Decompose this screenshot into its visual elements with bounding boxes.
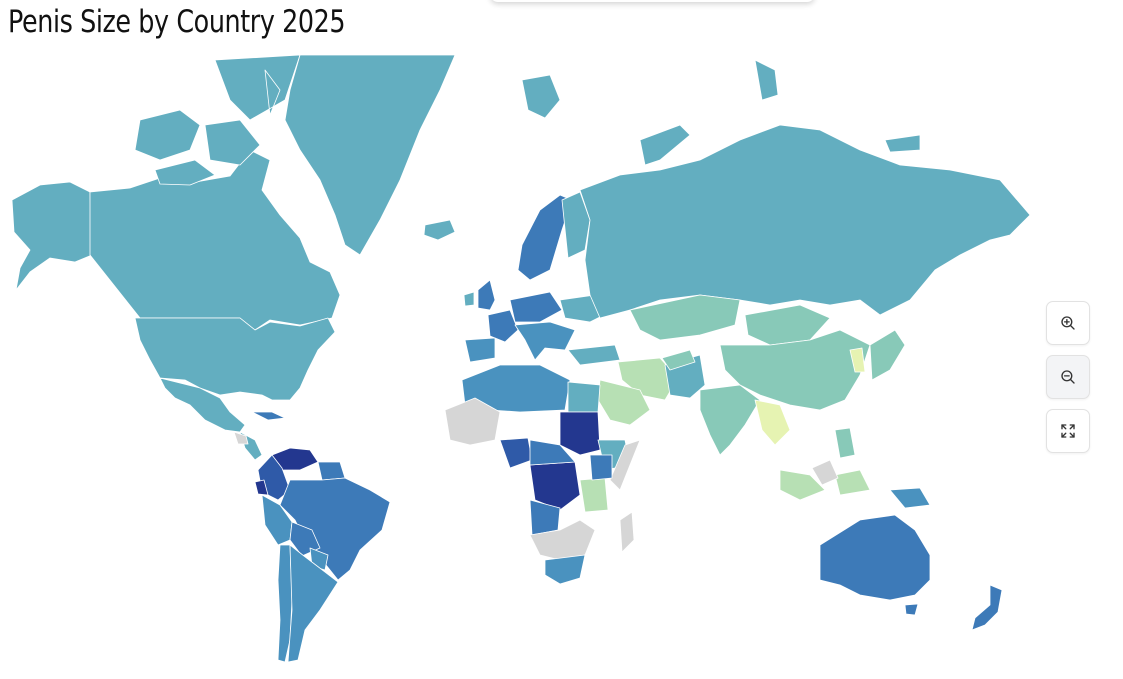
country-malaysia-indonesia[interactable] [779, 469, 871, 501]
country-tanzania[interactable] [579, 477, 609, 513]
country-png[interactable] [889, 487, 931, 509]
country-iran[interactable] [617, 357, 679, 401]
country-iceland[interactable] [423, 219, 456, 241]
country-somalia[interactable] [609, 439, 641, 491]
expand-icon [1061, 424, 1075, 438]
country-korea[interactable] [849, 347, 866, 373]
country-alaska[interactable] [11, 181, 93, 291]
fullscreen-button[interactable] [1046, 409, 1090, 453]
country-indochina[interactable] [754, 399, 791, 446]
country-japan[interactable] [869, 329, 906, 381]
country-usa[interactable] [134, 317, 336, 401]
zoom-out-button[interactable] [1046, 355, 1090, 399]
country-brazil[interactable] [279, 477, 391, 581]
country-philippines[interactable] [834, 427, 856, 459]
zoom-out-icon [1061, 370, 1075, 384]
country-kenya[interactable] [589, 454, 613, 481]
country-greenland[interactable] [284, 54, 456, 256]
country-new-zealand[interactable] [971, 584, 1003, 631]
country-cuba[interactable] [251, 411, 286, 421]
region-canada-arctic[interactable] [134, 54, 301, 186]
country-ecuador[interactable] [254, 479, 269, 496]
country-mexico[interactable] [159, 377, 246, 433]
country-india[interactable] [699, 384, 761, 456]
country-nigeria[interactable] [499, 437, 533, 469]
country-iberia[interactable] [464, 337, 496, 363]
country-south-africa[interactable] [544, 554, 586, 585]
top-panel-edge [490, 0, 815, 2]
country-argentina[interactable] [287, 544, 339, 663]
country-norway-sweden[interactable] [517, 194, 573, 281]
country-sudan[interactable] [559, 411, 601, 456]
country-egypt[interactable] [567, 381, 601, 413]
country-france[interactable] [487, 309, 519, 343]
country-central-africa[interactable] [529, 439, 576, 466]
map-controls [1046, 301, 1090, 463]
country-kazakhstan[interactable] [629, 294, 741, 341]
country-southern-nodata[interactable] [529, 519, 596, 561]
zoom-in-button[interactable] [1046, 301, 1090, 345]
country-ireland[interactable] [463, 291, 475, 307]
country-australia[interactable] [819, 514, 931, 601]
country-finland[interactable] [561, 191, 591, 259]
country-madagascar[interactable] [619, 511, 635, 553]
country-tasmania[interactable] [904, 603, 919, 616]
zoom-in-icon [1061, 316, 1075, 330]
country-afghanistan[interactable] [661, 349, 696, 371]
page-title: Penis Size by Country 2025 [8, 4, 346, 40]
country-svalbard[interactable] [521, 74, 561, 119]
world-map[interactable] [0, 50, 1045, 675]
country-turkey[interactable] [567, 344, 621, 366]
country-sahel-nodata[interactable] [444, 397, 501, 446]
country-guyanas[interactable] [317, 461, 346, 481]
country-germany-poland[interactable] [509, 291, 563, 323]
country-uk[interactable] [477, 279, 496, 311]
region-russia-arctic[interactable] [639, 59, 921, 166]
country-canada[interactable] [89, 149, 341, 331]
country-guatemala[interactable] [233, 431, 249, 445]
country-borneo[interactable] [811, 459, 839, 486]
country-italy-balkans[interactable] [514, 321, 576, 361]
